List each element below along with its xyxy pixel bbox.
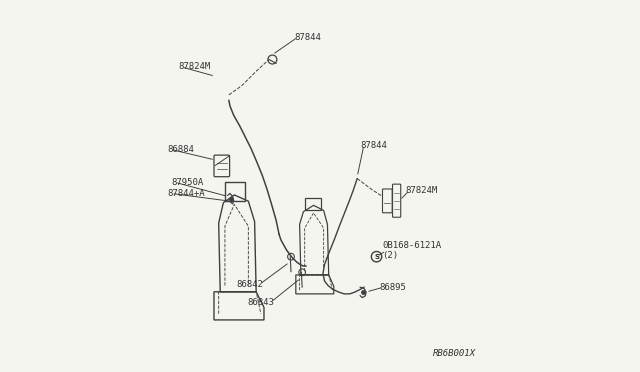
Text: 86884: 86884 xyxy=(168,145,195,154)
Text: 86895: 86895 xyxy=(380,283,406,292)
Text: 86843: 86843 xyxy=(248,298,275,307)
Text: 87824M: 87824M xyxy=(406,186,438,195)
Text: 87844: 87844 xyxy=(360,141,387,150)
Text: 87844+A: 87844+A xyxy=(168,189,205,198)
Text: S: S xyxy=(374,254,379,260)
Text: 87824M: 87824M xyxy=(178,62,210,71)
Text: 0B168-6121A
(2): 0B168-6121A (2) xyxy=(383,241,442,260)
Text: 87950A: 87950A xyxy=(172,178,204,187)
Text: 87844: 87844 xyxy=(294,33,321,42)
Text: 86842: 86842 xyxy=(237,280,264,289)
Text: RB6B001X: RB6B001X xyxy=(433,349,476,358)
